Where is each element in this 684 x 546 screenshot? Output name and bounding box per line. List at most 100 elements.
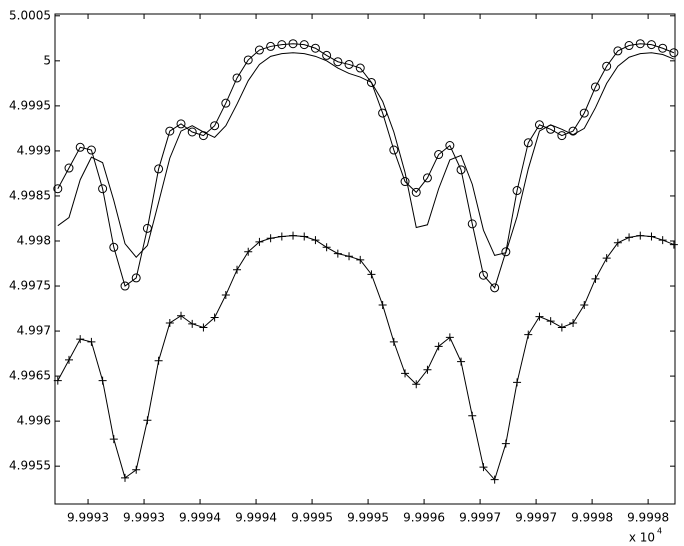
y-tick-label: 5: [43, 53, 51, 67]
series-line: [57, 43, 675, 289]
plus-marker: [658, 236, 667, 245]
plus-marker: [255, 237, 264, 246]
circle-marker: [98, 184, 108, 194]
circle-marker: [322, 50, 332, 60]
y-tick-label: 4.9985: [9, 188, 51, 202]
circle-marker: [534, 120, 544, 130]
circle-marker: [579, 108, 589, 118]
plus-marker: [423, 365, 432, 374]
circle-marker: [120, 281, 130, 291]
plus-marker: [87, 337, 96, 346]
circle-marker: [154, 164, 164, 174]
x-tick-label: 9.9995: [347, 511, 389, 525]
plus-marker: [479, 463, 488, 472]
plus-marker: [65, 355, 74, 364]
plus-marker: [165, 318, 174, 327]
plus-marker: [490, 475, 499, 484]
circle-marker: [86, 145, 96, 155]
plus-marker: [199, 323, 208, 332]
plus-marker: [457, 357, 466, 366]
circle-marker: [232, 73, 242, 83]
plus-marker: [154, 356, 163, 365]
plus-marker: [389, 337, 398, 346]
circle-marker: [568, 126, 578, 136]
circle-marker: [254, 45, 264, 55]
circle-marker: [658, 43, 668, 53]
circle-marker: [635, 39, 645, 49]
circle-marker: [366, 77, 376, 87]
circle-marker: [75, 142, 85, 152]
plus-marker: [188, 319, 197, 328]
plus-marker: [143, 416, 152, 425]
circle-marker: [624, 41, 634, 51]
plus-marker: [322, 243, 331, 252]
series-line: [57, 52, 675, 258]
circle-marker: [422, 173, 432, 183]
plus-marker: [468, 411, 477, 420]
plus-marker: [412, 380, 421, 389]
plus-marker: [557, 323, 566, 332]
plus-marker: [76, 335, 85, 344]
circle-marker: [400, 177, 410, 187]
plus-marker: [647, 232, 656, 241]
circle-marker: [478, 270, 488, 280]
plus-marker: [636, 231, 645, 240]
circle-marker: [411, 187, 421, 197]
circle-marker: [109, 242, 119, 252]
x-tick-label: 9.9994: [179, 511, 221, 525]
circle-marker: [467, 219, 477, 229]
x-multiplier-exponent: 4: [657, 527, 662, 536]
circle-marker: [490, 283, 500, 293]
x-multiplier: x 10: [629, 531, 655, 545]
circle-marker: [389, 145, 399, 155]
y-tick-label: 4.997: [17, 324, 51, 338]
plus-marker: [277, 232, 286, 241]
circle-marker: [299, 40, 309, 50]
plus-marker: [266, 234, 275, 243]
plus-marker: [401, 369, 410, 378]
x-tick-label: 9.9997: [459, 511, 501, 525]
plus-marker: [434, 342, 443, 351]
plus-marker: [546, 317, 555, 326]
plus-marker: [132, 465, 141, 474]
plus-marker: [513, 378, 522, 387]
circle-marker: [333, 57, 343, 67]
circle-marker: [310, 43, 320, 53]
circle-marker: [176, 119, 186, 129]
y-tick-label: 4.998: [17, 233, 51, 247]
circle-marker: [669, 48, 679, 58]
plus-marker: [378, 300, 387, 309]
plus-marker: [501, 439, 510, 448]
x-tick-label: 9.9997: [515, 511, 557, 525]
circle-marker: [557, 131, 567, 141]
circle-marker: [165, 126, 175, 136]
plus-marker: [580, 300, 589, 309]
plus-marker: [569, 318, 578, 327]
circle-marker: [277, 40, 287, 50]
circle-marker: [243, 55, 253, 65]
circle-marker: [64, 163, 74, 173]
plus-marker: [333, 249, 342, 258]
plus-marker: [177, 311, 186, 320]
circle-marker: [501, 247, 511, 257]
circle-marker: [266, 41, 276, 51]
circle-marker: [456, 165, 466, 175]
circle-marker: [210, 121, 220, 131]
plus-marker: [121, 473, 130, 482]
circle-marker: [53, 184, 63, 194]
x-tick-label: 9.9993: [123, 511, 165, 525]
plus-marker: [356, 255, 365, 264]
y-tick-label: 4.9975: [9, 279, 51, 293]
circle-marker: [198, 131, 208, 141]
y-tick-label: 4.9955: [9, 459, 51, 473]
plus-marker: [221, 291, 230, 300]
plus-marker: [625, 233, 634, 242]
circle-marker: [512, 186, 522, 196]
plus-marker: [244, 247, 253, 256]
plus-marker: [591, 274, 600, 283]
plus-marker: [367, 270, 376, 279]
plus-marker: [535, 312, 544, 321]
circle-marker: [221, 98, 231, 108]
